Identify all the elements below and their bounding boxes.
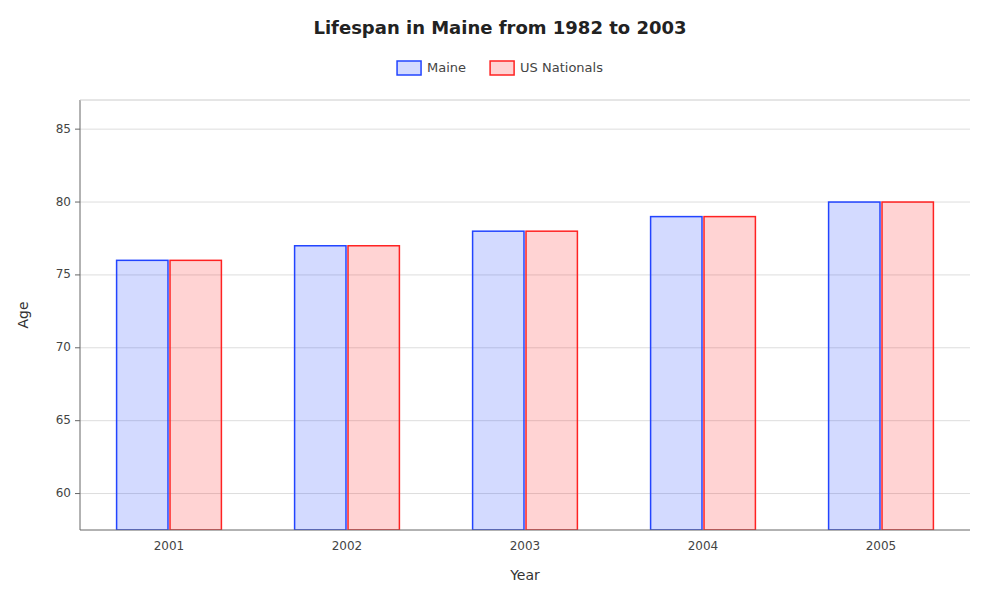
y-axis-label: Age <box>15 301 31 328</box>
legend-swatch <box>397 61 421 75</box>
y-axis-line <box>80 100 81 530</box>
chart-svg: 60 65 70 75 80 85 2001 2002 2003 2004 2005 Year Age L… <box>0 0 1000 600</box>
bar <box>295 246 346 530</box>
y-tick <box>75 202 80 203</box>
x-axis-label: Year <box>509 567 540 583</box>
y-tick <box>75 420 80 421</box>
bar <box>170 260 221 530</box>
bar <box>473 231 524 530</box>
x-tick-label: 2003 <box>510 539 541 553</box>
bar <box>651 217 702 530</box>
legend-item: Maine <box>397 60 466 76</box>
bar <box>829 202 880 530</box>
legend: Maine US Nationals <box>397 60 603 76</box>
x-tick-label: 2001 <box>154 539 185 553</box>
bar <box>882 202 933 530</box>
legend-label: Maine <box>427 60 466 75</box>
bar <box>704 217 755 530</box>
x-tick-label: 2004 <box>688 539 719 553</box>
title: Lifespan in Maine from 1982 to 2003 <box>313 17 686 38</box>
y-tick <box>75 493 80 494</box>
y-tick-label: 75 <box>56 267 71 281</box>
y-tick-label: 80 <box>56 195 71 209</box>
bar <box>526 231 577 530</box>
bar <box>348 246 399 530</box>
y-tick-label: 85 <box>56 122 71 136</box>
legend-item: US Nationals <box>490 60 603 76</box>
x-tick-label: 2002 <box>332 539 363 553</box>
legend-label: US Nationals <box>520 60 603 75</box>
y-tick-label: 70 <box>56 340 71 354</box>
x-axis-line <box>80 530 970 531</box>
x-tick-label: 2005 <box>866 539 897 553</box>
chart-container: 60 65 70 75 80 85 2001 2002 2003 2004 2005 Year Age L… <box>0 0 1000 600</box>
legend-swatch <box>490 61 514 75</box>
y-tick <box>75 347 80 348</box>
y-tick-label: 60 <box>56 486 71 500</box>
y-tick <box>75 274 80 275</box>
grid-line <box>80 129 970 130</box>
plot-top-line <box>80 100 970 101</box>
y-tick-label: 65 <box>56 413 71 427</box>
bar <box>117 260 168 530</box>
y-tick <box>75 129 80 130</box>
bars <box>117 202 934 530</box>
